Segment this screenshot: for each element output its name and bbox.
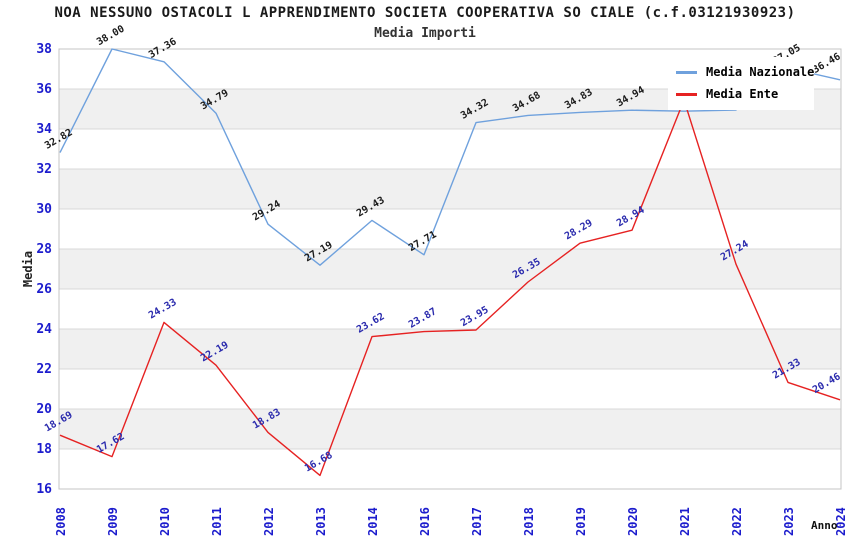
x-tick-label: 2010 — [158, 507, 172, 536]
series-line-media-ente — [59, 99, 841, 477]
x-tick-label: 2019 — [574, 507, 588, 536]
y-tick-label: 20 — [36, 402, 52, 417]
plot-band — [59, 329, 841, 369]
y-tick-label: 26 — [36, 282, 52, 297]
x-tick-label: 2020 — [626, 507, 640, 536]
legend-marker-nazionale-icon — [676, 70, 697, 74]
y-tick-label: 38 — [36, 42, 52, 57]
point-label: 38.00 — [95, 24, 127, 49]
x-tick-label: 2021 — [678, 507, 692, 536]
x-tick-label: 2017 — [470, 507, 484, 536]
legend-label-ente: Media Ente — [706, 87, 779, 101]
x-tick-label: 2018 — [522, 507, 536, 536]
y-tick-label: 24 — [36, 322, 52, 337]
plot-band — [59, 409, 841, 449]
x-tick-label: 2024 — [834, 507, 848, 536]
legend-label-nazionale: Media Nazionale — [706, 65, 815, 79]
y-tick-label: 22 — [36, 362, 52, 377]
point-label: 16.68 — [303, 450, 335, 475]
x-axis-title: Anno — [811, 519, 838, 532]
y-tick-label: 16 — [36, 482, 52, 497]
point-label: 20.46 — [811, 371, 843, 396]
x-tick-label: 2008 — [54, 507, 68, 536]
x-tick-label: 2022 — [730, 507, 744, 536]
point-label: 23.95 — [459, 305, 491, 330]
x-tick-label: 2012 — [262, 507, 276, 536]
y-tick-label: 18 — [36, 442, 52, 457]
y-tick-label: 32 — [36, 162, 52, 177]
x-tick-label: 2016 — [418, 507, 432, 536]
point-label: 23.87 — [407, 306, 439, 331]
x-tick-label: 2014 — [366, 507, 380, 536]
x-tick-label: 2013 — [314, 507, 328, 536]
plot-band — [59, 249, 841, 289]
x-tick-label: 2009 — [106, 507, 120, 536]
y-tick-label: 34 — [36, 122, 52, 137]
x-tick-label: 2023 — [782, 507, 796, 536]
chart-title: NOA NESSUNO OSTACOLI L APPRENDIMENTO SOC… — [54, 5, 796, 21]
chart-subtitle: Media Importi — [374, 26, 476, 41]
legend-item-media-nazionale[interactable]: Media Nazionale — [676, 61, 814, 83]
point-label: 36.46 — [811, 51, 843, 76]
series-line-media-nazionale — [59, 48, 841, 266]
y-tick-label: 36 — [36, 82, 52, 97]
y-tick-label: 28 — [36, 242, 52, 257]
plot-border — [58, 48, 842, 490]
legend-item-media-ente[interactable]: Media Ente — [676, 83, 814, 105]
y-tick-label: 30 — [36, 202, 52, 217]
x-tick-label: 2011 — [210, 507, 224, 536]
point-label: 28.29 — [563, 218, 595, 243]
legend: Media Nazionale Media Ente — [668, 57, 814, 110]
point-label: 24.33 — [147, 297, 179, 322]
legend-marker-ente-icon — [676, 92, 697, 96]
